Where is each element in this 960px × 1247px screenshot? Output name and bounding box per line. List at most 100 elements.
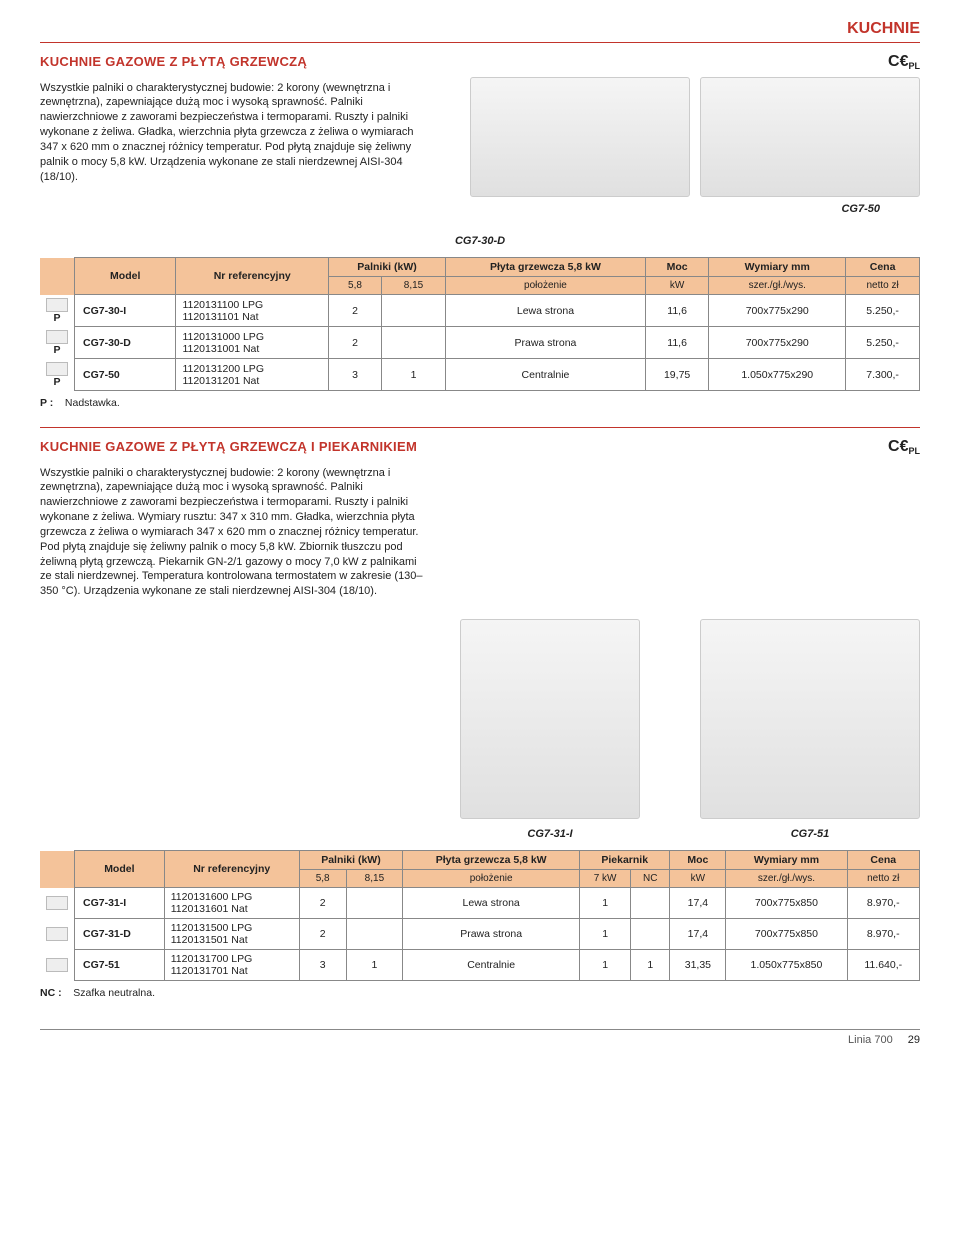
image-caption-cg7-30-d: CG7-30-D [40, 235, 920, 247]
cell-ref: 1120131700 LPG1120131701 Nat [164, 950, 299, 981]
footer-page: 29 [908, 1034, 920, 1046]
row-marker [40, 888, 75, 919]
th-price-sub: netto zł [847, 870, 920, 888]
section1-description: Wszystkie palniki o charakterystycznej b… [40, 81, 427, 185]
table-row: CG7-511120131700 LPG1120131701 Nat31Cent… [40, 950, 920, 981]
cell-oven7: 1 [580, 950, 631, 981]
cell-model: CG7-31-I [75, 888, 165, 919]
th-plate: Płyta grzewcza 5,8 kW [403, 851, 580, 870]
cell-pos: Centralnie [403, 950, 580, 981]
table-row: CG7-31-I1120131600 LPG1120131601 Nat2Lew… [40, 888, 920, 919]
th-oven: Piekarnik [580, 851, 670, 870]
cell-model: CG7-31-D [75, 919, 165, 950]
section2-title: KUCHNIE GAZOWE Z PŁYTĄ GRZEWCZĄ I PIEKAR… [40, 438, 427, 456]
cell-model: CG7-30-D [75, 327, 176, 359]
row-marker [40, 950, 75, 981]
cell-price: 5.250,- [846, 295, 920, 327]
th-dims: Wymiary mm [726, 851, 847, 870]
th-power-unit: kW [645, 277, 708, 295]
cell-ref: 1120131200 LPG1120131201 Nat [176, 359, 329, 391]
cell-ref: 1120131600 LPG1120131601 Nat [164, 888, 299, 919]
image-caption-cg7-50: CG7-50 [447, 203, 880, 215]
cell-model: CG7-30-I [75, 295, 176, 327]
cell-power: 19,75 [645, 359, 708, 391]
th-oven7: 7 kW [580, 870, 631, 888]
th-b815: 8,15 [382, 277, 446, 295]
th-price: Cena [847, 851, 920, 870]
cell-pos: Prawa strona [446, 327, 646, 359]
cell-b815 [382, 327, 446, 359]
cell-ref: 1120131000 LPG1120131001 Nat [176, 327, 329, 359]
cell-price: 11.640,- [847, 950, 920, 981]
note-text: Szafka neutralna. [73, 987, 155, 999]
cell-b58: 3 [329, 359, 382, 391]
th-price-sub: netto zł [846, 277, 920, 295]
note-label: P : [40, 397, 53, 409]
th-model: Model [75, 851, 165, 888]
footer-line: Linia 700 [848, 1034, 893, 1046]
cell-model: CG7-51 [75, 950, 165, 981]
th-model: Model [75, 258, 176, 295]
cell-price: 8.970,- [847, 919, 920, 950]
th-b58: 5,8 [329, 277, 382, 295]
note-text: Nadstawka. [65, 397, 120, 409]
product-image-cg7-51 [700, 619, 920, 819]
cell-dims: 1.050x775x290 [709, 359, 846, 391]
th-burners: Palniki (kW) [299, 851, 403, 870]
cell-b58: 2 [329, 295, 382, 327]
table-row: CG7-31-D1120131500 LPG1120131501 Nat2Pra… [40, 919, 920, 950]
th-power: Moc [670, 851, 726, 870]
th-ref: Nr referencyjny [176, 258, 329, 295]
cell-b815: 1 [346, 950, 403, 981]
cell-ref: 1120131100 LPG1120131101 Nat [176, 295, 329, 327]
section-divider [40, 427, 920, 428]
cell-dims: 700x775x290 [709, 295, 846, 327]
section2-description: Wszystkie palniki o charakterystycznej b… [40, 466, 427, 600]
note-label: NC : [40, 987, 62, 999]
cell-b58: 2 [329, 327, 382, 359]
th-dims: Wymiary mm [709, 258, 846, 277]
cell-b58: 2 [299, 919, 346, 950]
table-row: PCG7-30-D1120131000 LPG1120131001 Nat2 Pr… [40, 327, 920, 359]
cell-b815 [382, 295, 446, 327]
product-image-cg7-50 [700, 77, 920, 197]
th-dims-sub: szer./gł./wys. [726, 870, 847, 888]
cell-dims: 700x775x850 [726, 919, 847, 950]
cell-pos: Lewa strona [403, 888, 580, 919]
cell-dims: 700x775x850 [726, 888, 847, 919]
image-caption-cg7-31-i: CG7-31-I [460, 828, 640, 840]
header-divider [40, 42, 920, 43]
section2-table: Model Nr referencyjny Palniki (kW) Płyta… [40, 850, 920, 981]
image-caption-cg7-51: CG7-51 [700, 828, 920, 840]
row-marker: P [40, 327, 75, 359]
page-footer: Linia 700 29 [40, 1029, 920, 1046]
cell-pos: Lewa strona [446, 295, 646, 327]
cell-oven7: 1 [580, 919, 631, 950]
th-b815: 8,15 [346, 870, 403, 888]
cell-price: 5.250,- [846, 327, 920, 359]
th-power-unit: kW [670, 870, 726, 888]
cell-b815 [346, 919, 403, 950]
th-plate: Płyta grzewcza 5,8 kW [446, 258, 646, 277]
cell-b58: 3 [299, 950, 346, 981]
cell-power: 11,6 [645, 295, 708, 327]
section2-note: NC : Szafka neutralna. [40, 987, 920, 999]
table-row: PCG7-501120131200 LPG1120131201 Nat31Cen… [40, 359, 920, 391]
ce-mark-icon: C€PL [447, 438, 920, 456]
page-category: KUCHNIE [40, 20, 920, 38]
cell-ovenNC [631, 919, 670, 950]
table-row: PCG7-30-I1120131100 LPG1120131101 Nat2Le… [40, 295, 920, 327]
row-marker [40, 919, 75, 950]
cell-power: 17,4 [670, 919, 726, 950]
cell-oven7: 1 [580, 888, 631, 919]
th-plate-pos: położenie [446, 277, 646, 295]
cell-power: 11,6 [645, 327, 708, 359]
cell-price: 7.300,- [846, 359, 920, 391]
ce-mark-sub: PL [908, 446, 920, 456]
product-image-cg7-30 [470, 77, 690, 197]
section1-note: P : Nadstawka. [40, 397, 920, 409]
th-ovenNC: NC [631, 870, 670, 888]
th-power: Moc [645, 258, 708, 277]
cell-ovenNC [631, 888, 670, 919]
th-b58: 5,8 [299, 870, 346, 888]
